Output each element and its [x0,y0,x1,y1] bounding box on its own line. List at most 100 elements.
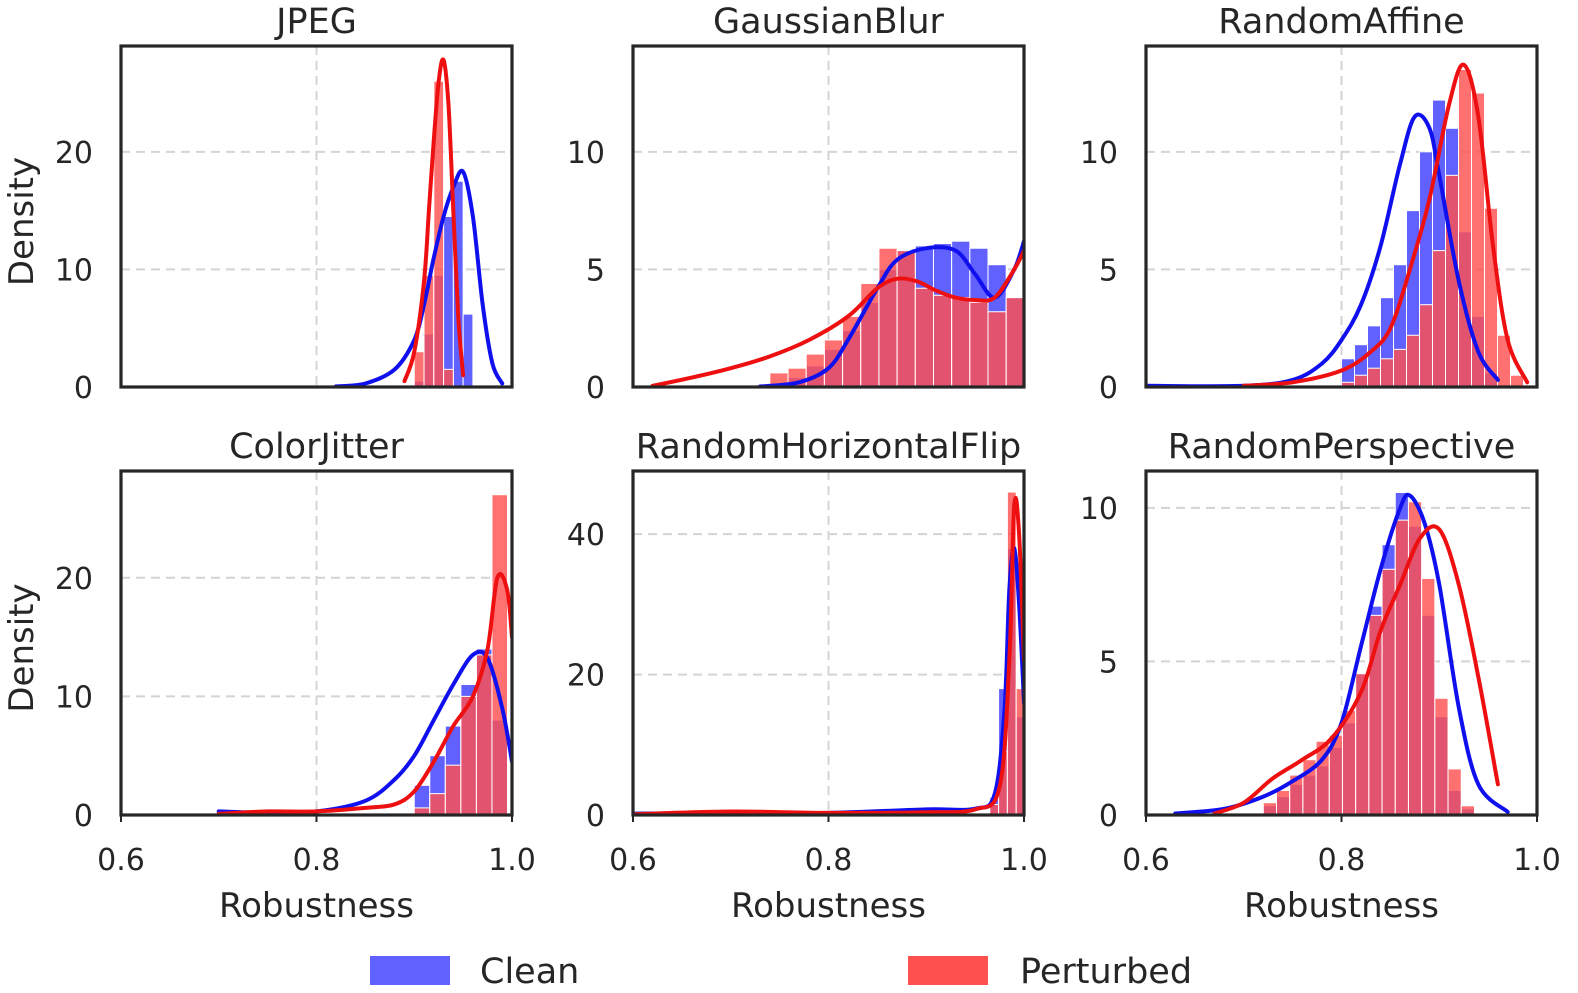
kde-curves [216,572,512,815]
y-tick-label: 0 [1099,371,1118,406]
histogram-bars [769,57,1024,387]
subplot-randomperspective: RandomPerspective 0 5 10 0.6 0.8 1.0 Robustness [1080,427,1561,926]
perturbed-bar [443,368,454,387]
legend-swatch [908,956,988,985]
y-tick-label: 10 [55,253,93,288]
kde-curves [1146,62,1530,387]
histogram-bars [413,494,509,815]
clean-bar [1023,139,1024,387]
perturbed-bar [987,311,1007,387]
perturbed-bar [1419,304,1434,387]
clean-kde-line [1173,492,1510,815]
perturbed-bar [1262,802,1277,815]
perturbed-bar [1023,57,1024,387]
perturbed-bar [1275,789,1291,815]
x-tick-label: 1.0 [488,843,536,878]
subplot-randomhorizontalflip: RandomHorizontalFlip 0 20 40 0.6 0.8 1.0 Robust… [567,427,1048,926]
subplot-randomaffine: RandomAffine 0 5 10 [1080,2,1539,406]
kde-curves [1173,492,1510,815]
perturbed-bar [413,351,425,387]
perturbed-bar [805,353,825,387]
subplot-title: ColorJitter [229,427,404,467]
y-tick-label: 0 [586,371,605,406]
y-tick-label: 10 [55,680,93,715]
perturbed-bar [1341,710,1357,815]
subplot-colorjitter: ColorJitter 0 10 20 0.6 0.8 1.0 Density Robustne… [2,427,536,926]
y-tick-label: 40 [567,518,605,553]
perturbed-bar [1380,358,1395,387]
subplot-title: RandomHorizontalFlip [636,427,1021,467]
x-axis-label: Robustness [219,886,414,926]
y-tick-label: 20 [567,659,605,694]
subplot-grid: JPEG 0 10 20 Density GaussianBlur 0 5 10 RandomAf… [2,2,1561,926]
perturbed-bar [1393,348,1408,387]
perturbed-kde-line [1212,524,1500,815]
x-axis-label: Robustness [731,886,926,926]
clean-kde-line [1146,112,1500,387]
legend: Clean Perturbed [370,952,1192,992]
perturbed-bar [1367,367,1382,387]
perturbed-bar [1354,374,1369,387]
x-tick-label: 0.6 [97,843,145,878]
perturbed-bar [1421,578,1436,815]
perturbed-bar [491,494,509,815]
y-tick-label: 5 [1099,645,1118,680]
axes-frame [119,44,514,389]
y-tick-label: 0 [74,371,93,406]
perturbed-kde-line [650,248,1024,387]
y-tick-label: 0 [586,799,605,834]
clean-bar [462,313,474,387]
x-tick-label: 0.8 [1318,843,1366,878]
axes-frame [631,44,1026,389]
y-tick-label: 20 [55,562,93,597]
legend-label: Clean [480,952,579,992]
perturbed-bar [1510,374,1525,387]
perturbed-bar [1458,69,1473,387]
histogram-bars [1341,69,1525,387]
x-tick-label: 0.8 [293,843,341,878]
perturbed-bar [1432,250,1447,387]
perturbed-kde-line [402,57,466,384]
perturbed-kde-line [216,572,512,815]
kde-curves [633,496,1024,815]
perturbed-bar [914,287,934,387]
subplot-title: GaussianBlur [713,2,944,42]
y-axis-label: Density [2,157,42,286]
perturbed-bar [932,294,953,387]
perturbed-bar [951,297,971,387]
perturbed-bar [1005,297,1024,387]
y-tick-label: 20 [55,136,93,171]
perturbed-bar [842,315,862,387]
perturbed-bar [1406,334,1421,387]
clean-bar [443,216,454,387]
kde-curves [650,239,1024,387]
y-tick-label: 10 [1080,136,1118,171]
subplot-title: RandomPerspective [1168,427,1516,467]
clean-kde-line [334,168,505,387]
legend-swatch [370,956,450,985]
legend-item-perturbed: Perturbed [908,952,1192,992]
kde-curves [334,57,505,387]
x-tick-label: 1.0 [1513,843,1561,878]
histogram-bars [413,80,474,387]
x-tick-label: 0.8 [805,843,853,878]
perturbed-kde-line [633,496,1024,815]
perturbed-bar [429,793,446,815]
perturbed-bar [896,250,916,387]
subplot-jpeg: JPEG 0 10 20 Density [2,2,514,406]
subplot-title: RandomAffine [1218,2,1464,42]
perturbed-bar [1434,697,1449,815]
legend-label: Perturbed [1020,952,1192,992]
x-tick-label: 1.0 [1000,843,1048,878]
y-tick-label: 0 [74,799,93,834]
subplot-title: JPEG [274,2,357,42]
legend-item-clean: Clean [370,952,579,992]
x-tick-label: 0.6 [1122,843,1170,878]
y-tick-label: 10 [1080,492,1118,527]
perturbed-bar [1445,174,1460,387]
y-tick-label: 0 [1099,799,1118,834]
y-axis-label: Density [2,583,42,712]
x-tick-label: 0.6 [609,843,657,878]
y-tick-label: 10 [567,136,605,171]
